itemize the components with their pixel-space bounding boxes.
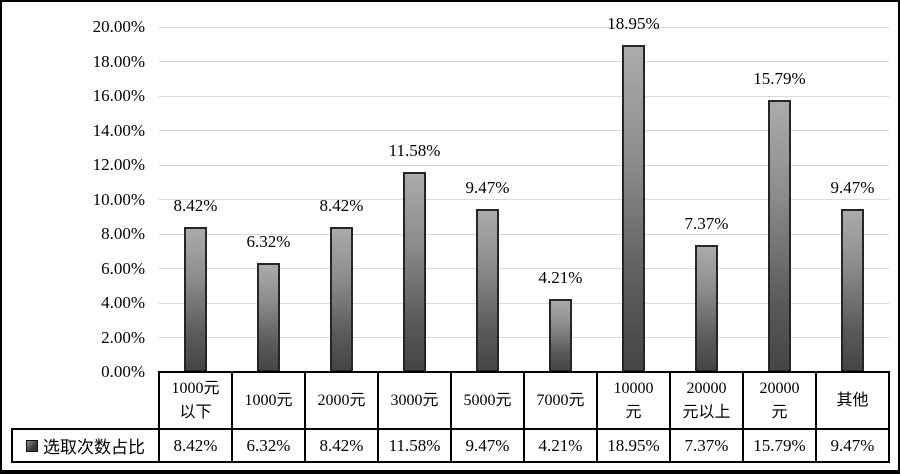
category-header-20000元以上: 20000 元以上 [669, 371, 744, 430]
gridline-6.00% [159, 268, 889, 269]
y-axis-tick-label: 8.00% [101, 224, 145, 243]
table-value-7000元: 4.21% [523, 428, 598, 463]
bar-5000元 [476, 208, 499, 372]
category-header-3000元: 3000元 [377, 371, 452, 430]
table-value-10000元: 18.95% [596, 428, 671, 463]
y-axis-tick-label: 16.00% [92, 86, 145, 105]
y-axis-tick-label: 14.00% [92, 120, 145, 140]
gridline-12.00% [159, 164, 889, 166]
table-value-20000元: 15.79% [742, 428, 817, 463]
y-axis-tick-label: 6.00% [101, 258, 145, 278]
bar-value-label: 6.32% [246, 231, 291, 251]
category-header-10000元: 10000 元 [596, 371, 671, 430]
bar-value-label: 9.47% [465, 177, 510, 197]
category-header-7000元: 7000元 [523, 371, 598, 430]
bar-value-label: 7.37% [684, 213, 729, 233]
bar-value-label: 8.42% [173, 195, 218, 215]
bar-value-label: 18.95% [607, 14, 660, 34]
gridline-10.00% [159, 199, 889, 200]
table-value-1000元: 6.32% [231, 428, 306, 463]
y-axis-tick-label: 0.00% [101, 362, 145, 381]
table-value-其他: 9.47% [815, 428, 890, 463]
y-axis-tick-label: 4.00% [101, 293, 145, 312]
table-header-row: 1000元 以下 1000元 2000元 3000元 5000元 7000元 10000 元… [12, 371, 890, 430]
table-value-1000元以下: 8.42% [158, 428, 233, 463]
category-header-其他: 其他 [815, 371, 890, 430]
legend-label: 选取次数占比 [43, 438, 145, 457]
y-axis-tick-label: 12.00% [92, 155, 145, 174]
bar-1000元以下 [184, 226, 207, 372]
table-corner-empty [12, 372, 159, 429]
gridline-14.00% [159, 130, 889, 131]
y-axis-tick-label: 2.00% [101, 327, 145, 347]
category-header-20000元: 20000 元 [742, 371, 817, 430]
bar-20000元 [768, 99, 791, 372]
gridline-20.00% [159, 26, 889, 28]
legend-cell: 选取次数占比 [11, 428, 160, 463]
table-value-20000元以上: 7.37% [669, 428, 744, 463]
category-header-2000元: 2000元 [304, 371, 379, 430]
bar-1000元 [257, 262, 280, 372]
gridline-2.00% [159, 337, 889, 338]
gridline-16.00% [159, 95, 889, 97]
category-data-table: 1000元 以下 1000元 2000元 3000元 5000元 7000元 10000 元… [11, 371, 890, 463]
bar-3000元 [403, 172, 426, 372]
table-value-5000元: 9.47% [450, 428, 525, 463]
category-header-1000元以下: 1000元 以下 [158, 371, 233, 430]
gridline-18.00% [159, 61, 889, 62]
bar-value-label: 8.42% [319, 195, 364, 215]
bar-value-label: 9.47% [830, 177, 875, 197]
table-value-2000元: 8.42% [304, 428, 379, 463]
y-axis-tick-label: 18.00% [92, 51, 145, 71]
y-axis-tick-label: 20.00% [92, 17, 145, 36]
table-value-3000元: 11.58% [377, 428, 452, 463]
bar-7000元 [549, 299, 572, 372]
bar-其他 [841, 208, 864, 372]
legend-entry: 选取次数占比 [13, 433, 158, 458]
table-value-row: 选取次数占比 8.42% 6.32% 8.42% 11.58% 9.47% 4.21% 18… [11, 428, 890, 463]
bar-2000元 [330, 226, 353, 372]
category-header-5000元: 5000元 [450, 371, 525, 430]
bar-10000元 [622, 45, 645, 372]
bar-20000元以上 [695, 244, 718, 372]
gridline-4.00% [159, 302, 889, 304]
bar-value-label: 4.21% [538, 268, 583, 288]
category-header-1000元: 1000元 [231, 371, 306, 430]
bar-value-label: 15.79% [753, 68, 806, 88]
bar-value-label: 11.58% [388, 141, 441, 161]
y-axis-tick-label: 10.00% [92, 189, 145, 209]
gridline-8.00% [159, 233, 889, 235]
series-swatch-icon [26, 439, 38, 452]
